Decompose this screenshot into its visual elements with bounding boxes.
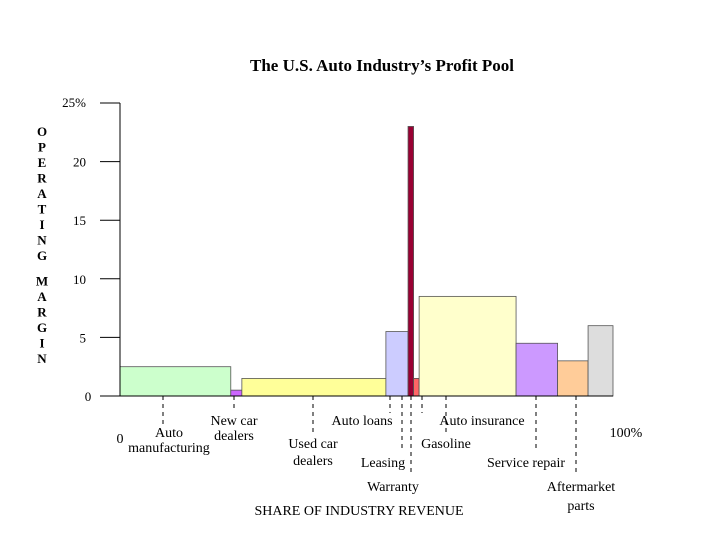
- y-axis-label-letter: A: [37, 289, 47, 304]
- y-axis-label-letter: G: [37, 320, 47, 335]
- x-label-leasing: Leasing: [361, 456, 405, 471]
- x-label-new-car-dealers: New car dealers: [210, 414, 257, 444]
- y-axis-label-letter: N: [37, 233, 47, 248]
- x-label-used-car-dealers: Used car dealers: [288, 437, 338, 469]
- bar-used-car-dealers: [241, 378, 387, 397]
- bar-service-repair: [557, 360, 589, 397]
- bar-leasing: [407, 126, 414, 397]
- y-ticks-group: 25% 20 15 10 5 0: [62, 95, 120, 404]
- y-axis-label-letter: G: [37, 248, 47, 263]
- y-axis-label-letter: M: [36, 274, 48, 289]
- bar-auto-manufacturing: [119, 366, 232, 397]
- y-tick-label: 25%: [62, 95, 86, 110]
- y-axis-label-letter: P: [38, 140, 46, 155]
- y-axis-label-letter: A: [37, 186, 47, 201]
- bar-warranty: [413, 378, 420, 397]
- bar-auto-insurance: [418, 295, 517, 397]
- y-tick-label: 10: [73, 272, 86, 287]
- y-axis-label-letter: T: [38, 202, 47, 217]
- x-label-warranty: Warranty: [367, 480, 419, 495]
- y-tick-label: 20: [73, 155, 86, 170]
- y-axis-label-letter: R: [37, 171, 47, 186]
- y-axis-label-letter: I: [39, 336, 44, 351]
- y-axis-label-letter: E: [38, 155, 47, 170]
- x-axis-title: SHARE OF INDUSTRY REVENUE: [254, 504, 463, 519]
- x-end-label: 100%: [610, 426, 643, 441]
- x-label-auto-manufacturing: Auto manufacturing: [128, 426, 210, 456]
- bar-new-car-dealers: [230, 389, 243, 397]
- y-axis-label-letter: O: [37, 124, 47, 139]
- x-label-auto-insurance: Auto insurance: [439, 414, 524, 429]
- x-label-aftermarket-parts: Aftermarket parts: [547, 480, 616, 514]
- bar-aftermarket-parts: [587, 325, 614, 397]
- x-label-service-repair: Service repair: [487, 456, 565, 471]
- x-label-gasoline: Gasoline: [421, 437, 471, 452]
- y-axis-label-letter: R: [37, 305, 47, 320]
- bar-auto-loans: [385, 331, 409, 397]
- y-tick-label: 0: [85, 389, 92, 404]
- y-axis-label-letter: I: [39, 217, 44, 232]
- bars-group: [119, 126, 614, 397]
- y-tick-label: 15: [73, 213, 86, 228]
- bar-gasoline: [515, 342, 559, 397]
- x-start-label: 0: [117, 432, 124, 447]
- x-label-auto-loans: Auto loans: [331, 414, 392, 429]
- y-axis-label-letter: N: [37, 351, 47, 366]
- chart-title: The U.S. Auto Industry’s Profit Pool: [250, 56, 514, 75]
- y-tick-label: 5: [80, 330, 87, 345]
